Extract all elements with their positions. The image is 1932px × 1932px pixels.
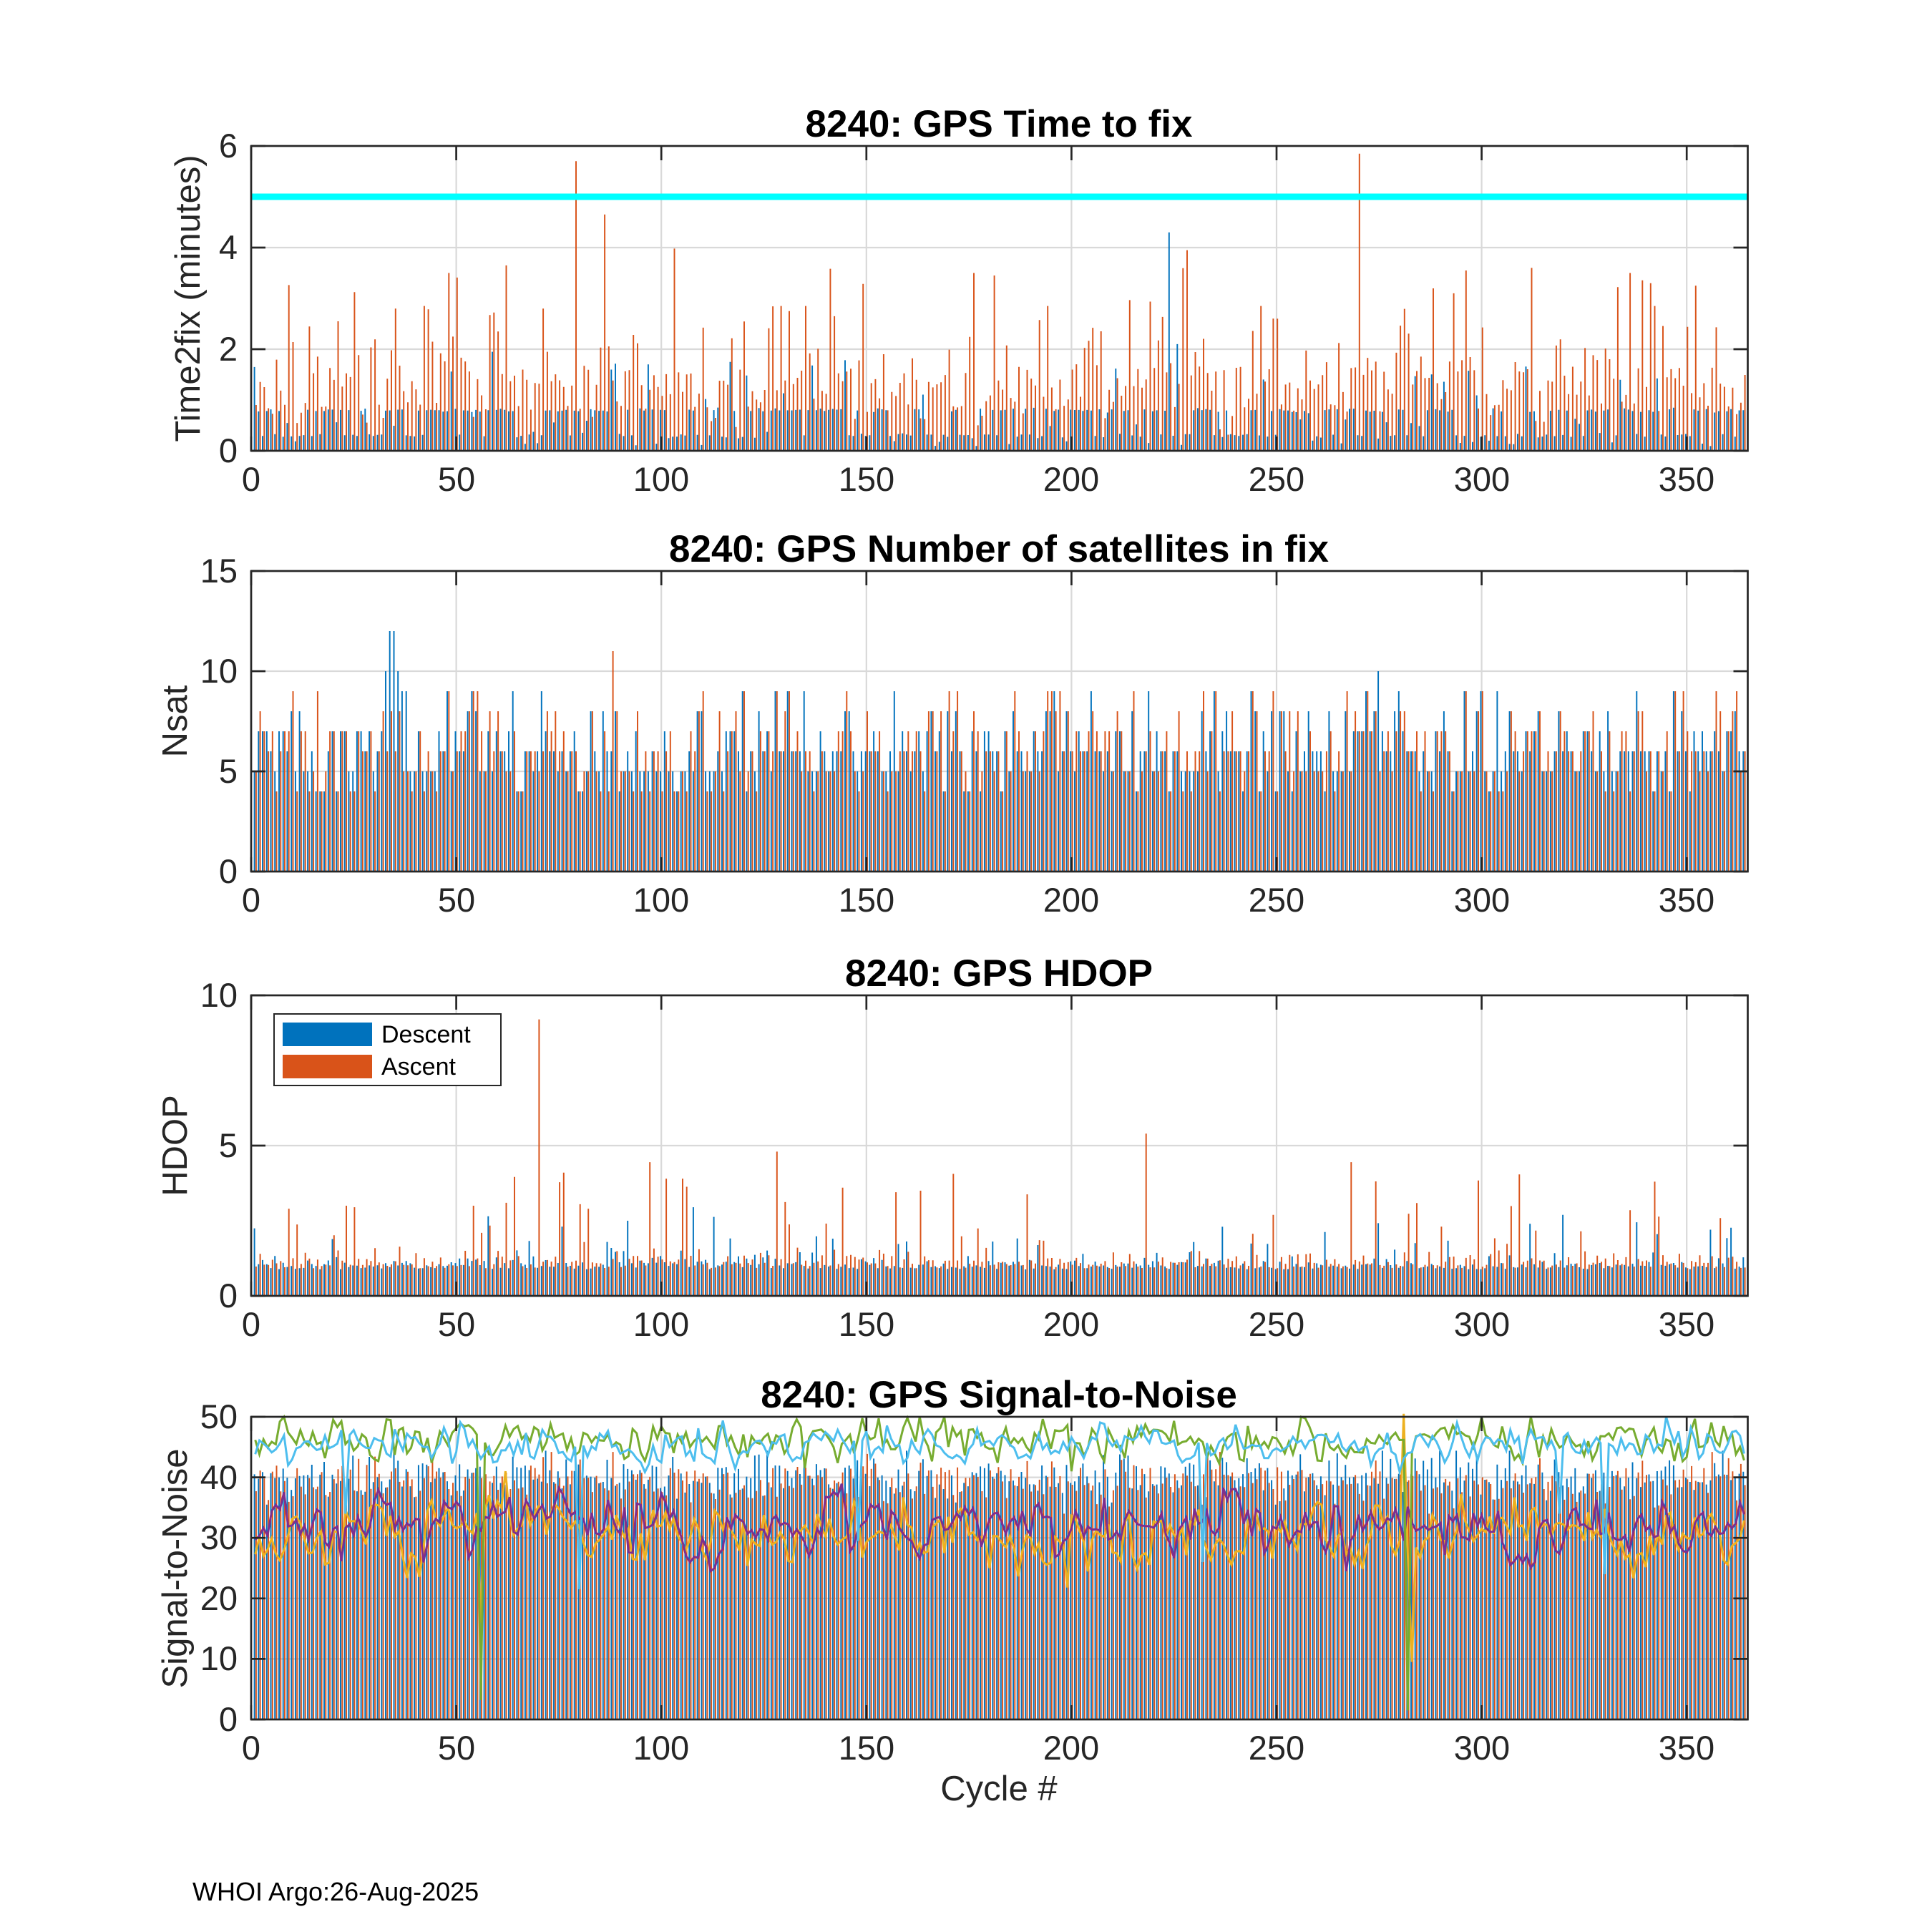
svg-text:0: 0 (242, 460, 260, 498)
svg-text:2: 2 (219, 330, 238, 368)
svg-text:250: 250 (1249, 1729, 1304, 1767)
svg-text:350: 350 (1659, 881, 1714, 919)
svg-text:Time2fix (minutes): Time2fix (minutes) (169, 155, 208, 441)
svg-text:250: 250 (1249, 1305, 1304, 1343)
svg-text:0: 0 (242, 881, 260, 919)
svg-text:50: 50 (200, 1397, 238, 1435)
svg-text:200: 200 (1043, 1729, 1099, 1767)
svg-text:8240: GPS HDOP: 8240: GPS HDOP (845, 952, 1153, 995)
svg-text:30: 30 (200, 1518, 238, 1556)
svg-text:350: 350 (1659, 460, 1714, 498)
svg-text:10: 10 (200, 652, 238, 690)
svg-text:300: 300 (1454, 460, 1510, 498)
svg-text:0: 0 (219, 431, 238, 469)
svg-text:Cycle #: Cycle # (940, 1770, 1058, 1808)
svg-text:8240: GPS Signal-to-Noise: 8240: GPS Signal-to-Noise (761, 1374, 1237, 1416)
svg-text:4: 4 (219, 228, 238, 266)
svg-text:100: 100 (633, 1305, 689, 1343)
svg-text:HDOP: HDOP (156, 1095, 195, 1196)
svg-text:300: 300 (1454, 881, 1510, 919)
svg-text:50: 50 (438, 1305, 475, 1343)
svg-text:5: 5 (219, 1126, 238, 1164)
svg-text:50: 50 (438, 1729, 475, 1767)
svg-text:0: 0 (219, 1700, 238, 1738)
svg-text:150: 150 (839, 1729, 894, 1767)
svg-text:WHOI Argo:26-Aug-2025: WHOI Argo:26-Aug-2025 (192, 1877, 479, 1906)
svg-text:5: 5 (219, 752, 238, 790)
svg-text:40: 40 (200, 1458, 238, 1496)
svg-text:Ascent: Ascent (381, 1053, 456, 1080)
svg-text:150: 150 (839, 881, 894, 919)
svg-text:20: 20 (200, 1579, 238, 1617)
svg-text:250: 250 (1249, 881, 1304, 919)
svg-text:300: 300 (1454, 1305, 1510, 1343)
svg-text:10: 10 (200, 1639, 238, 1677)
svg-text:200: 200 (1043, 1305, 1099, 1343)
svg-text:Descent: Descent (381, 1021, 471, 1048)
svg-text:0: 0 (219, 852, 238, 890)
svg-text:10: 10 (200, 976, 238, 1014)
svg-text:6: 6 (219, 127, 238, 165)
svg-text:100: 100 (633, 881, 689, 919)
svg-text:100: 100 (633, 460, 689, 498)
svg-text:8240: GPS Time to fix: 8240: GPS Time to fix (806, 103, 1194, 145)
svg-text:200: 200 (1043, 881, 1099, 919)
svg-text:0: 0 (219, 1277, 238, 1314)
svg-text:0: 0 (242, 1305, 260, 1343)
svg-text:150: 150 (839, 1305, 894, 1343)
svg-text:Nsat: Nsat (156, 685, 195, 757)
svg-text:200: 200 (1043, 460, 1099, 498)
svg-text:100: 100 (633, 1729, 689, 1767)
svg-text:50: 50 (438, 460, 475, 498)
svg-text:350: 350 (1659, 1305, 1714, 1343)
svg-text:Signal-to-Noise: Signal-to-Noise (156, 1449, 195, 1689)
svg-text:300: 300 (1454, 1729, 1510, 1767)
svg-text:0: 0 (242, 1729, 260, 1767)
svg-text:8240: GPS Number of satellites: 8240: GPS Number of satellites in fix (669, 528, 1329, 570)
svg-text:150: 150 (839, 460, 894, 498)
svg-text:250: 250 (1249, 460, 1304, 498)
svg-text:350: 350 (1659, 1729, 1714, 1767)
svg-text:15: 15 (200, 552, 238, 590)
svg-text:50: 50 (438, 881, 475, 919)
